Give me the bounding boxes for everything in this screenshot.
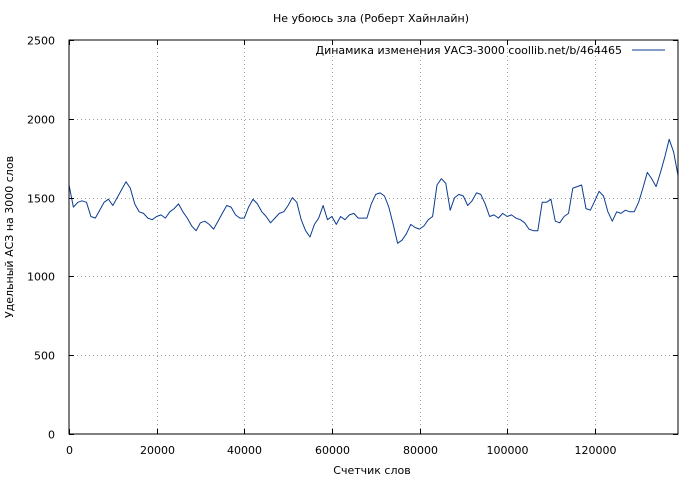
x-tick-label: 100000 xyxy=(487,444,529,457)
legend-label: Динамика изменения УАСЗ-3000 coollib.net… xyxy=(316,44,623,57)
x-tick-label: 120000 xyxy=(575,444,617,457)
series-layer xyxy=(68,138,679,244)
x-axis-label: Счетчик слов xyxy=(333,464,410,477)
y-tick-label: 1000 xyxy=(27,271,55,284)
x-axis: 0 20000 40000 60000 80000 100000 120000 xyxy=(66,40,617,457)
y-tick-label: 2000 xyxy=(27,114,55,127)
legend: Динамика изменения УАСЗ-3000 coollib.net… xyxy=(316,44,665,57)
plot-frame xyxy=(68,39,679,435)
y-tick-label: 500 xyxy=(34,350,55,363)
gridlines xyxy=(69,40,678,434)
x-tick-label: 60000 xyxy=(315,444,350,457)
y-tick-label: 2500 xyxy=(27,35,55,48)
y-tick-label: 0 xyxy=(48,429,55,442)
chart-title: Не убоюсь зла (Роберт Хайнлайн) xyxy=(273,12,469,25)
x-tick-label: 80000 xyxy=(403,444,438,457)
y-tick-label: 1500 xyxy=(27,193,55,206)
y-axis-label: Удельный АСЗ на 3000 слов xyxy=(3,156,16,318)
x-tick-label: 0 xyxy=(66,444,73,457)
x-tick-label: 20000 xyxy=(140,444,175,457)
y-axis: 0 500 1000 1500 2000 2500 xyxy=(27,35,678,442)
series-line xyxy=(68,138,679,244)
x-tick-label: 40000 xyxy=(227,444,262,457)
